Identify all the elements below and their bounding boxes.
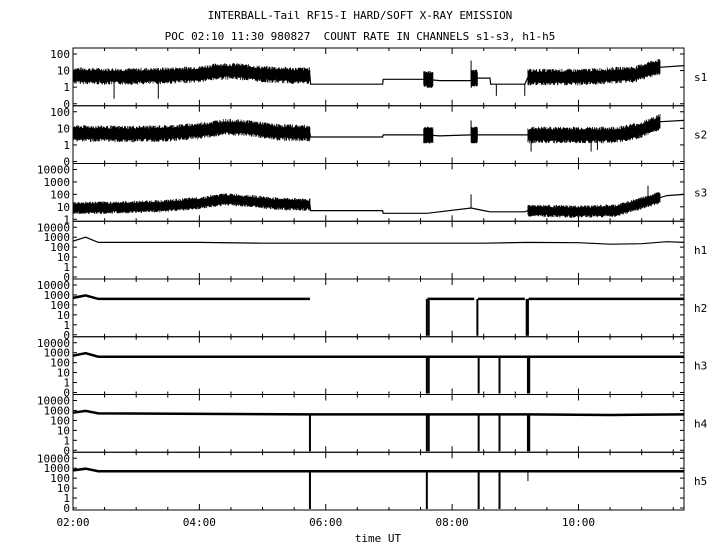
y-tick-label-h2: 1000	[44, 289, 71, 302]
series-noise-s2	[72, 118, 311, 143]
y-tick-label-h5: 10000	[37, 452, 70, 465]
y-tick-label-h3: 1	[63, 377, 70, 390]
y-tick-label-s2: 1	[63, 139, 70, 152]
panel-frame-h2	[72, 278, 685, 338]
channel-label-h2: h2	[694, 302, 707, 315]
y-tick-label-s3: 10	[57, 201, 70, 214]
y-tick-label-s3: 100	[50, 188, 70, 201]
y-tick-label-h1: 10	[57, 251, 70, 264]
y-tick-label-s3: 1	[63, 213, 70, 226]
y-tick-label-h1: 1	[63, 261, 70, 274]
y-tick-label-h4: 10	[57, 424, 70, 437]
y-tick-label-s1: 1	[63, 81, 70, 94]
y-tick-label-h4: 0	[63, 444, 70, 457]
series-noise-s3	[72, 193, 311, 215]
panel-frame-h1	[72, 220, 685, 280]
chart-title: INTERBALL-Tail RF15-I HARD/SOFT X-RAY EM…	[207, 9, 513, 22]
x-tick-label: 10:00	[562, 516, 595, 529]
series-line-h5	[72, 467, 684, 473]
y-tick-label-h5: 1000	[44, 462, 71, 475]
y-tick-label-h1: 0	[63, 271, 70, 284]
y-tick-label-h2: 10	[57, 309, 70, 322]
y-tick-label-s1: 0	[63, 98, 70, 111]
y-tick-label-h1: 100	[50, 241, 70, 254]
series-noise-s2	[470, 126, 478, 144]
channel-label-s2: s2	[694, 129, 707, 142]
y-tick-label-h1: 10000	[37, 221, 70, 234]
y-tick-label-s2: 10	[57, 122, 70, 135]
y-tick-label-h2: 100	[50, 299, 70, 312]
y-tick-label-s1: 100	[50, 48, 70, 61]
channel-label-h3: h3	[694, 360, 707, 373]
series-noise-s1	[527, 59, 661, 86]
y-tick-label-h3: 0	[63, 387, 70, 400]
channel-label-s3: s3	[694, 186, 707, 199]
series-line-h3	[72, 351, 684, 358]
channel-label-s1: s1	[694, 71, 707, 84]
series-line-h2	[72, 294, 684, 301]
y-tick-label-h5: 100	[50, 472, 70, 485]
x-tick-label: 08:00	[436, 516, 469, 529]
y-tick-label-s2: 100	[50, 106, 70, 119]
x-tick-label: 06:00	[309, 516, 342, 529]
y-tick-label-h5: 0	[63, 502, 70, 515]
y-tick-label-h5: 1	[63, 492, 70, 505]
y-tick-label-h4: 100	[50, 414, 70, 427]
y-tick-label-h4: 1	[63, 434, 70, 447]
y-tick-label-h2: 1	[63, 319, 70, 332]
channel-label-h4: h4	[694, 417, 708, 430]
y-tick-label-h3: 10000	[37, 337, 70, 350]
panel-frame-h3	[72, 336, 685, 395]
y-tick-label-h4: 1000	[44, 404, 71, 417]
series-line-h1	[72, 236, 685, 245]
panel-frame-h4	[72, 394, 685, 453]
chart-subtitle: POC 02:10 11:30 980827 COUNT RATE IN CHA…	[164, 30, 556, 43]
channel-label-h5: h5	[694, 475, 707, 488]
series-noise-s1	[470, 69, 478, 88]
x-tick-label: 04:00	[183, 516, 216, 529]
series-noise-s1	[72, 63, 311, 85]
y-tick-label-h3: 10	[57, 367, 70, 380]
y-tick-label-h2: 0	[63, 329, 70, 342]
y-tick-label-h3: 1000	[44, 347, 71, 360]
y-tick-label-s3: 1000	[44, 176, 71, 189]
y-tick-label-h2: 10000	[37, 279, 70, 292]
y-tick-label-h3: 100	[50, 357, 70, 370]
series-noise-s1	[423, 71, 434, 88]
x-tick-label: 02:00	[56, 516, 89, 529]
channel-label-h1: h1	[694, 244, 707, 257]
x-axis-label: time UT	[355, 532, 402, 545]
series-noise-s2	[527, 114, 661, 144]
series-noise-s2	[423, 126, 434, 144]
series-noise-s3	[527, 192, 661, 218]
y-tick-label-s2: 0	[63, 156, 70, 169]
y-tick-label-h4: 10000	[37, 395, 70, 408]
y-tick-label-h5: 10	[57, 482, 70, 495]
y-tick-label-s3: 10000	[37, 164, 70, 177]
series-line-h4	[72, 409, 685, 417]
y-tick-label-h1: 1000	[44, 231, 71, 244]
y-tick-label-s1: 10	[57, 65, 70, 78]
panel-frame-h5	[72, 451, 685, 511]
